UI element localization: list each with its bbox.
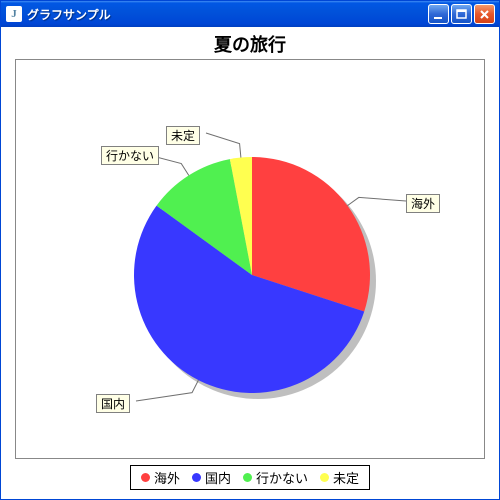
maximize-button[interactable] [451,4,472,24]
app-window: J グラフサンプル 夏の旅行 海外国内行かない未定 海外国内行かない未定 [0,0,500,500]
legend-swatch [243,473,252,482]
legend-label: 海外 [154,468,180,487]
pie-chart [16,60,484,458]
titlebar[interactable]: J グラフサンプル [1,1,499,27]
leader-line [136,380,198,401]
legend-label: 未定 [333,468,359,487]
close-button[interactable] [474,4,495,24]
chart-title: 夏の旅行 [214,31,286,57]
minimize-button[interactable] [428,4,449,24]
slice-label: 未定 [166,126,200,145]
legend: 海外 国内 行かない 未定 [130,465,370,490]
legend-item: 海外 [141,468,180,487]
slice-label: 行かない [101,146,159,165]
legend-label: 行かない [256,468,308,487]
legend-item: 行かない [243,468,308,487]
legend-item: 国内 [192,468,231,487]
slice-label: 国内 [96,394,130,413]
slice-label: 海外 [406,194,440,213]
legend-swatch [141,473,150,482]
content-area: 夏の旅行 海外国内行かない未定 海外国内行かない未定 [1,27,499,499]
legend-label: 国内 [205,468,231,487]
legend-item: 未定 [320,468,359,487]
app-icon: J [6,6,22,22]
plot-area: 海外国内 行かない未定 [15,59,485,459]
window-title: グラフサンプル [27,6,428,23]
legend-swatch [320,473,329,482]
legend-swatch [192,473,201,482]
window-buttons [428,4,495,24]
leader-line [347,197,406,205]
leader-line [206,133,241,158]
